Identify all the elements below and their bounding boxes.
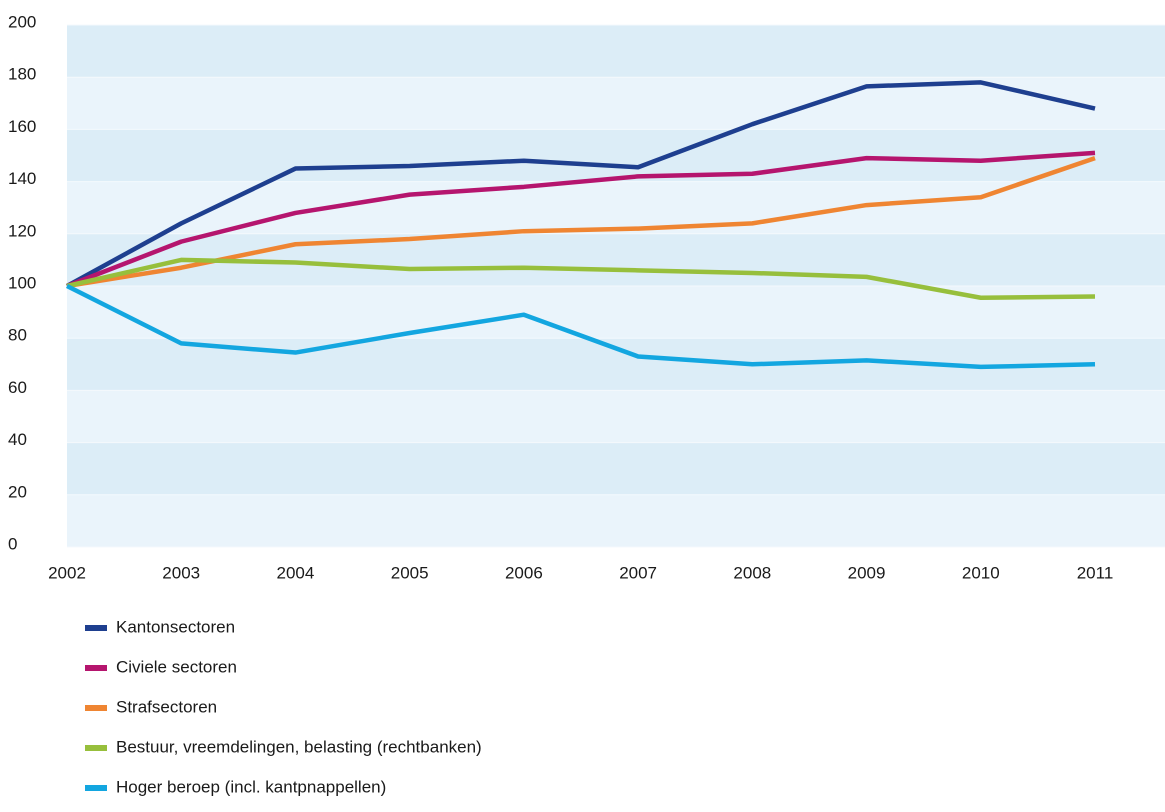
legend-swatch [85, 625, 107, 631]
legend-label: Bestuur, vreemdelingen, belasting (recht… [116, 737, 482, 756]
x-tick-label: 2010 [962, 563, 1000, 582]
y-tick-label: 20 [8, 482, 27, 501]
y-tick-label: 60 [8, 378, 27, 397]
x-tick-label: 2011 [1077, 563, 1114, 582]
grid-band [67, 77, 1165, 130]
y-tick-label: 160 [8, 117, 36, 136]
grid-band [67, 494, 1165, 547]
x-tick-label: 2008 [733, 563, 771, 582]
y-tick-label: 180 [8, 65, 36, 84]
legend-label: Civiele sectoren [116, 657, 237, 676]
x-tick-label: 2009 [848, 563, 886, 582]
series-line [66, 155, 1096, 289]
legend-label: Strafsectoren [116, 697, 217, 716]
x-tick-label: 2002 [48, 563, 86, 582]
legend-swatch [85, 785, 107, 791]
grid-band [67, 442, 1165, 495]
x-tick-label: 2005 [391, 563, 429, 582]
series-line [65, 283, 1096, 370]
legend-label: Kantonsectoren [116, 617, 235, 636]
grid-band [67, 25, 1165, 78]
y-tick-label: 0 [8, 534, 17, 553]
x-tick-label: 2004 [277, 563, 315, 582]
legend-swatch [85, 665, 107, 671]
y-tick-label: 100 [8, 273, 36, 292]
y-tick-label: 140 [8, 169, 36, 188]
x-tick-label: 2007 [619, 563, 657, 582]
legend-label: Hoger beroep (incl. kantpnappellen) [116, 777, 386, 796]
x-tick-label: 2006 [505, 563, 543, 582]
grid-band [67, 129, 1165, 182]
x-tick-label: 2003 [162, 563, 200, 582]
y-tick-label: 200 [8, 12, 36, 31]
y-tick-label: 40 [8, 430, 27, 449]
series-line [66, 257, 1096, 300]
y-tick-label: 80 [8, 326, 27, 345]
legend-swatch [85, 705, 107, 711]
legend-swatch [85, 745, 107, 751]
series-line [65, 80, 1096, 288]
series-line [66, 150, 1096, 289]
y-tick-label: 120 [8, 221, 36, 240]
grid-band [67, 390, 1165, 443]
grid-band [67, 286, 1165, 339]
